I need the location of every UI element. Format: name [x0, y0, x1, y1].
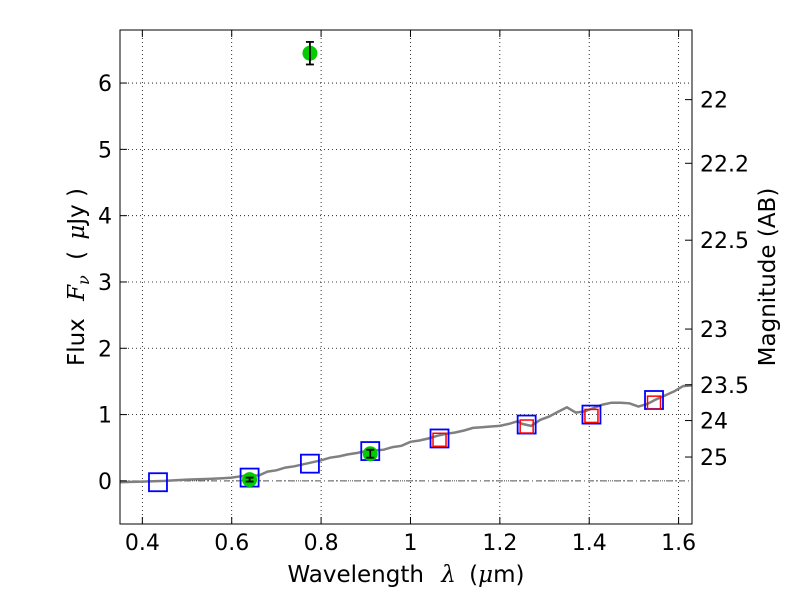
model-point-red-square [646, 395, 662, 410]
grid [120, 30, 692, 524]
y-tick-label: 3 [98, 271, 112, 296]
model-point-blue-square [429, 428, 450, 449]
y2-tick-label: 23.5 [700, 374, 749, 399]
model-spectrum-line [120, 384, 692, 484]
y2-axis-title: Magnitude (AB) [755, 188, 781, 367]
x-tick-label: 1.4 [572, 531, 607, 556]
x-tick-label: 1.6 [661, 531, 696, 556]
x-tick-label: 1.2 [482, 531, 517, 556]
y-axis-title-subscript: ν [74, 275, 93, 285]
x-axis-title-unit-rest: m) [493, 562, 524, 588]
x-axis-title-symbol: λ [440, 562, 456, 588]
x-tick-label: 0.6 [214, 531, 249, 556]
y2-tick-label: 22.5 [700, 229, 749, 254]
y2-tick-label: 22 [700, 89, 728, 114]
x-axis-title: Wavelength λ (μm) [288, 562, 525, 588]
y-tick-label: 1 [98, 404, 112, 429]
x-tick-label: 1 [403, 531, 417, 556]
y-tick-label: 2 [98, 337, 112, 362]
y-axis-title-unit-open: ( [64, 251, 90, 260]
model-point-blue-square [300, 453, 320, 474]
y-tick-label: 5 [98, 138, 112, 163]
x-axis-title-text: Wavelength [288, 562, 424, 588]
y-axis-title: Flux Fν ( μJy ) [64, 188, 95, 366]
y-axis-title-unit-rest: Jy ) [64, 188, 90, 227]
y2-tick-label: 25 [700, 446, 728, 471]
model-point-blue-square [581, 404, 602, 425]
plot-area [120, 41, 692, 493]
x-axis-title-unit-open: ( [469, 562, 478, 588]
plot-frame [119, 29, 693, 525]
model-point-red-square [519, 419, 534, 434]
x-tick-label: 0.4 [125, 531, 160, 556]
y-tick-label: 4 [98, 205, 112, 230]
y-tick-label: 6 [98, 72, 112, 97]
axis-ticks: 0.4 0.6 0.8 1 1.2 1.4 1.601234562222.222.52323… [98, 30, 749, 556]
model-point-blue-square [148, 472, 168, 493]
x-tick-label: 0.8 [304, 531, 339, 556]
model-point-red-square [584, 408, 599, 424]
y-axis-title-text: Flux [64, 318, 90, 366]
y-tick-label: 0 [98, 470, 112, 495]
y2-tick-label: 24 [700, 410, 728, 435]
y2-tick-label: 23 [700, 318, 728, 343]
y-axis-title-unit-mu: μ [64, 225, 90, 240]
model-point-red-square [432, 432, 447, 448]
y2-tick-label: 22.2 [700, 152, 749, 177]
y-axis-title-symbol: F [64, 284, 90, 302]
x-axis-title-unit-mu: μ [478, 562, 493, 588]
